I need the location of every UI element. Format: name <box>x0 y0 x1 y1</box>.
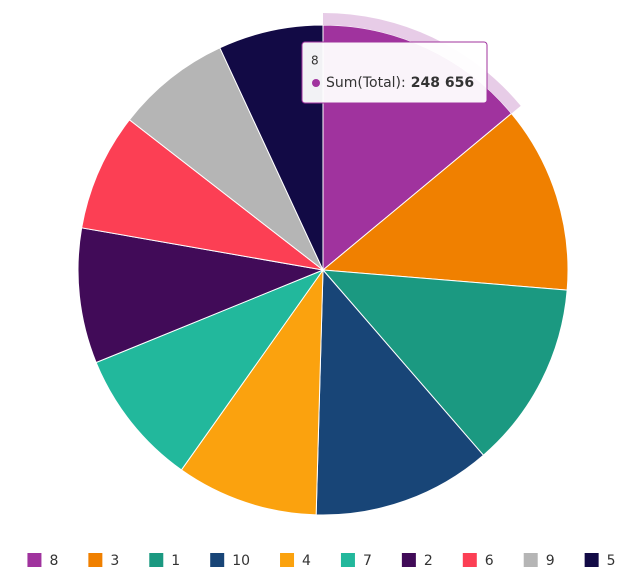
legend-label: 10 <box>232 553 250 569</box>
hover-halo <box>323 13 521 114</box>
legend-swatch <box>401 553 416 567</box>
legend-item[interactable]: 1 <box>149 553 180 569</box>
pie-slice[interactable] <box>321 269 568 456</box>
legend-item[interactable]: 10 <box>210 553 250 569</box>
tooltip-marker <box>312 79 320 87</box>
tooltip-title: 8 <box>311 54 319 68</box>
legend-label: 9 <box>546 553 555 569</box>
legend-label: 7 <box>363 553 372 569</box>
legend-item[interactable]: 4 <box>280 553 311 569</box>
legend-swatch <box>340 553 355 567</box>
legend-label: 2 <box>424 553 433 569</box>
legend-item[interactable]: 3 <box>88 553 119 569</box>
tooltip: 8 Sum(Total): 248 656 <box>301 41 488 104</box>
legend-swatch <box>523 553 538 567</box>
legend-item[interactable]: 7 <box>340 553 372 569</box>
pie-slice[interactable] <box>219 24 324 271</box>
legend-label: 8 <box>49 553 58 569</box>
legend-swatch <box>280 553 295 567</box>
legend-swatch <box>149 553 164 567</box>
pie-slice[interactable] <box>128 47 324 271</box>
pie-slice[interactable] <box>180 268 324 516</box>
legend-label: 5 <box>607 553 616 569</box>
legend-swatch <box>88 553 103 567</box>
legend-label: 1 <box>171 553 180 569</box>
pie-slice[interactable] <box>81 119 324 271</box>
pie-slice[interactable] <box>315 268 485 516</box>
tooltip-value: 248 656 <box>411 75 474 91</box>
legend-item[interactable]: 8 <box>27 553 58 569</box>
pie-slice[interactable] <box>95 268 325 471</box>
tooltip-box <box>301 41 488 104</box>
legend-label: 4 <box>302 553 311 569</box>
legend-item[interactable]: 2 <box>401 553 433 569</box>
legend-swatch <box>584 553 599 567</box>
legend-label: 6 <box>485 553 494 569</box>
legend-item[interactable]: 5 <box>584 553 616 569</box>
legend-label: 3 <box>110 553 119 569</box>
legend-item[interactable]: 9 <box>523 553 555 569</box>
legend-swatch <box>210 553 225 567</box>
legend-swatch <box>27 553 42 567</box>
pie-slice[interactable] <box>321 112 569 291</box>
legend-swatch <box>462 553 477 567</box>
tooltip-series-label: Sum(Total): <box>326 75 406 91</box>
legend-item[interactable]: 6 <box>462 553 494 569</box>
pie-slice[interactable] <box>77 227 325 364</box>
